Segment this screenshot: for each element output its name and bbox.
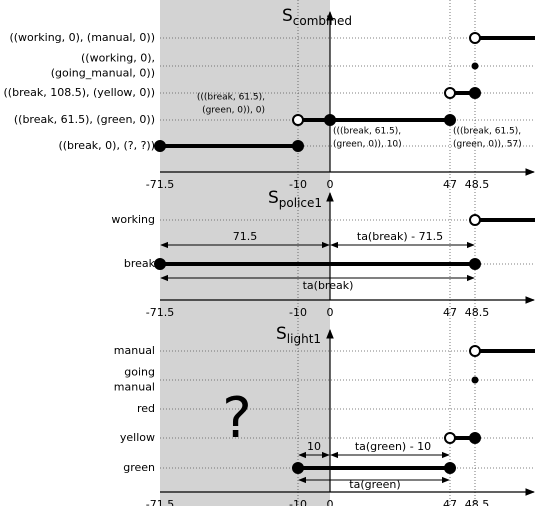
x-tick-label: 0 — [327, 178, 334, 191]
row-label: ((break, 0), (?, ?)) — [58, 139, 155, 152]
open-point — [469, 32, 481, 44]
open-point — [444, 87, 456, 99]
state-annotation: (green, 0)), 57) — [453, 140, 522, 150]
x-tick-label: 47 — [443, 306, 457, 319]
state-annotation: (((break, 61.5), — [453, 127, 521, 137]
closed-point — [444, 114, 456, 126]
closed-point — [292, 462, 304, 474]
x-tick-label: 48.5 — [465, 498, 490, 506]
row-label: working — [111, 213, 155, 226]
x-tick-label: -71.5 — [146, 498, 174, 506]
state-annotation: (((break, 61.5), — [333, 127, 401, 137]
closed-point — [444, 462, 456, 474]
open-point — [444, 432, 456, 444]
title-subscript: police1 — [279, 196, 322, 210]
open-point — [469, 345, 481, 357]
x-tick-label: 0 — [327, 498, 334, 506]
x-tick-label: -71.5 — [146, 178, 174, 191]
panel-title: Spolice1 — [268, 188, 322, 210]
row-label: (going_manual, 0)) — [51, 67, 155, 80]
dimension-label: ta(green) - 10 — [355, 440, 431, 453]
title-subscript: combined — [293, 14, 352, 28]
x-tick-label: -10 — [289, 178, 307, 191]
x-tick-label: 48.5 — [465, 178, 490, 191]
dimension-label: ta(green) — [349, 478, 400, 491]
row-label: break — [124, 257, 156, 270]
closed-point — [154, 258, 166, 270]
unknown-mark: ? — [222, 386, 252, 451]
closed-point — [292, 140, 304, 152]
x-tick-label: 47 — [443, 498, 457, 506]
title-main: S — [276, 324, 287, 344]
dimension-label: 71.5 — [233, 230, 258, 243]
row-label: red — [137, 402, 155, 415]
row-label: manual — [114, 344, 155, 357]
x-tick-label: 0 — [327, 306, 334, 319]
dimension-label: 10 — [307, 440, 321, 453]
row-label: manual — [114, 381, 155, 394]
open-point — [469, 214, 481, 226]
row-label: ((working, 0), — [81, 52, 155, 65]
state-annotation: (((break, 61.5), — [197, 93, 265, 103]
row-label: ((working, 0), (manual, 0)) — [9, 31, 155, 44]
closed-point — [469, 87, 481, 99]
row-label: yellow — [120, 431, 155, 444]
title-main: S — [268, 188, 279, 208]
panel-title: Slight1 — [276, 324, 321, 346]
point — [471, 376, 479, 384]
panel-title: Scombined — [282, 6, 352, 28]
x-tick-label: 48.5 — [465, 306, 490, 319]
state-annotation: (green, 0)), 10) — [333, 140, 402, 150]
row-label: ((break, 61.5), (green, 0)) — [14, 113, 155, 126]
closed-point — [154, 140, 166, 152]
title-main: S — [282, 6, 293, 26]
title-subscript: light1 — [287, 332, 321, 346]
row-label: green — [123, 461, 155, 474]
point — [471, 62, 479, 70]
dimension-label: ta(break) — [303, 279, 354, 292]
dimension-label: ta(break) - 71.5 — [357, 230, 443, 243]
x-tick-label: -10 — [289, 498, 307, 506]
x-tick-label: -71.5 — [146, 306, 174, 319]
x-tick-label: -10 — [289, 306, 307, 319]
unknown-region — [160, 0, 330, 506]
row-label: going — [124, 366, 155, 379]
closed-point — [469, 258, 481, 270]
open-point — [292, 114, 304, 126]
row-label: ((break, 108.5), (yellow, 0)) — [4, 86, 155, 99]
closed-point — [324, 114, 336, 126]
state-annotation: (green, 0)), 0) — [202, 106, 265, 116]
x-tick-label: 47 — [443, 178, 457, 191]
closed-point — [469, 432, 481, 444]
